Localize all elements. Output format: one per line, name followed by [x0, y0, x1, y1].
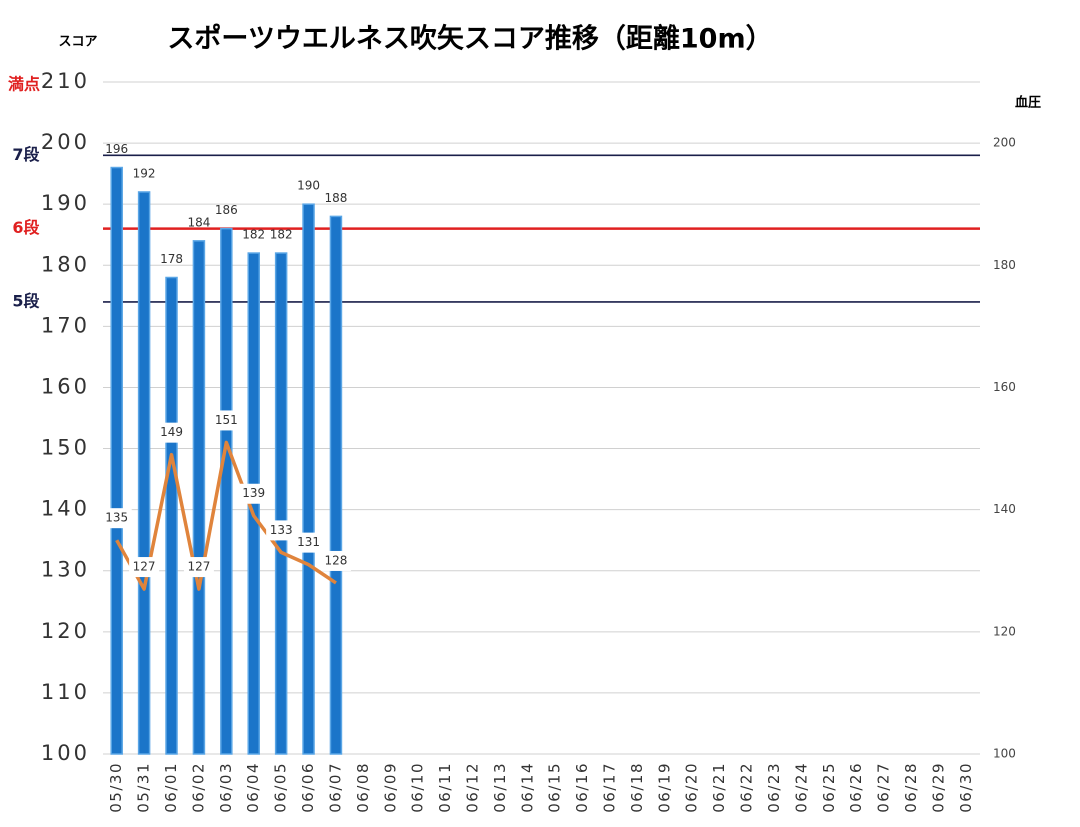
line-value-label: 139	[242, 486, 265, 500]
line-label-box	[293, 532, 324, 553]
line-value-label: 131	[297, 535, 320, 549]
bar-value-label: 182	[270, 228, 293, 242]
x-tick-label: 06/22	[738, 762, 756, 813]
y-tick-label: 210	[41, 69, 90, 93]
x-tick-label: 06/07	[326, 762, 344, 813]
bar-value-label: 182	[242, 228, 265, 242]
x-tick-label: 06/23	[765, 762, 783, 813]
x-tick-label: 06/27	[875, 762, 893, 813]
y-tick-label: 170	[41, 313, 90, 337]
line-label-box	[183, 557, 214, 578]
x-tick-label: 06/24	[792, 762, 810, 813]
line-label-box	[101, 508, 132, 529]
reference-label: 5段	[12, 291, 40, 310]
line-value-label: 127	[187, 560, 210, 574]
x-tick-label: 06/16	[573, 762, 591, 813]
y2-axis-label: 血圧	[1015, 95, 1041, 111]
y-tick-label: 110	[41, 680, 90, 704]
y-tick-label: 100	[41, 741, 90, 765]
line-label-box	[238, 483, 269, 504]
x-tick-label: 06/25	[820, 762, 838, 813]
x-tick-label: 06/13	[491, 762, 509, 813]
x-tick-label: 06/08	[354, 762, 372, 813]
x-tick-label: 06/20	[683, 762, 701, 813]
bar-value-label: 178	[160, 252, 183, 266]
y2-tick-label: 140	[993, 502, 1016, 516]
line-series	[115, 440, 337, 591]
y-tick-label: 150	[41, 436, 90, 460]
x-tick-label: 06/21	[710, 762, 728, 813]
y2-tick-label: 160	[993, 380, 1016, 394]
x-tick-label: 06/15	[546, 762, 564, 813]
x-tick-label: 06/11	[436, 762, 454, 813]
x-tick-label: 06/04	[244, 762, 262, 813]
y2-tick-label: 120	[993, 624, 1016, 638]
x-tick-label: 06/30	[957, 762, 975, 813]
bar-value-label: 192	[133, 166, 156, 180]
bar	[192, 240, 206, 755]
line-label-box	[156, 422, 187, 443]
bar	[165, 276, 178, 755]
line-value-label: 127	[133, 560, 156, 574]
line-value-label: 128	[325, 553, 348, 567]
y-tick-label: 130	[41, 558, 90, 582]
x-tick-label: 06/19	[655, 762, 673, 813]
line-label-box	[129, 557, 160, 578]
y-tick-label: 140	[41, 497, 90, 521]
bar	[110, 166, 123, 755]
x-tick-label: 06/05	[272, 762, 290, 813]
bar-value-label: 190	[297, 179, 320, 193]
x-tick-label: 06/10	[409, 762, 427, 813]
x-tick-label: 06/03	[217, 762, 235, 813]
chart-title: スポーツウエルネス吹矢スコア推移（距離10m）	[167, 23, 772, 55]
bar-value-label: 196	[105, 142, 128, 156]
x-tick-label: 06/09	[381, 762, 399, 813]
x-tick-label: 06/26	[847, 762, 865, 813]
bar-value-label: 186	[215, 203, 238, 217]
y-tick-label: 120	[41, 619, 90, 643]
bar	[220, 227, 233, 755]
x-tick-label: 06/12	[463, 762, 481, 813]
x-tick-label: 06/01	[162, 762, 180, 813]
bar	[274, 252, 288, 755]
reference-label: 6段	[12, 218, 40, 237]
y-tick-label: 200	[41, 130, 90, 154]
y-tick-label: 190	[41, 191, 90, 215]
y-tick-label: 180	[41, 252, 90, 276]
line-label-box	[266, 520, 297, 541]
line-value-label: 135	[105, 511, 128, 525]
x-tick-label: 06/28	[902, 762, 920, 813]
y-axis-label: スコア	[58, 35, 97, 50]
y2-tick-label: 180	[993, 258, 1016, 272]
x-tick-label: 06/14	[518, 762, 536, 813]
x-tick-label: 06/17	[601, 762, 619, 813]
reference-label: 7段	[12, 145, 40, 164]
line-value-label: 149	[160, 425, 183, 439]
bar	[329, 215, 343, 755]
x-tick-label: 05/30	[107, 762, 125, 813]
x-tick-label: 06/06	[299, 762, 317, 813]
line-label-box	[320, 550, 351, 571]
x-tick-label: 05/31	[135, 762, 153, 813]
bar-value-label: 184	[187, 215, 210, 229]
y2-tick-label: 200	[993, 136, 1016, 150]
bar-value-label: 188	[325, 191, 348, 205]
x-tick-label: 06/02	[189, 762, 207, 813]
bar	[137, 191, 151, 755]
x-tick-label: 06/18	[628, 762, 646, 813]
line-value-label: 133	[270, 523, 293, 537]
y-tick-label: 160	[41, 374, 90, 398]
max-label: 満点	[8, 75, 40, 94]
bar	[302, 203, 315, 755]
line-label-box	[211, 410, 242, 431]
line-value-label: 151	[215, 413, 238, 427]
x-tick-label: 06/29	[929, 762, 947, 813]
y2-tick-label: 100	[993, 747, 1016, 761]
